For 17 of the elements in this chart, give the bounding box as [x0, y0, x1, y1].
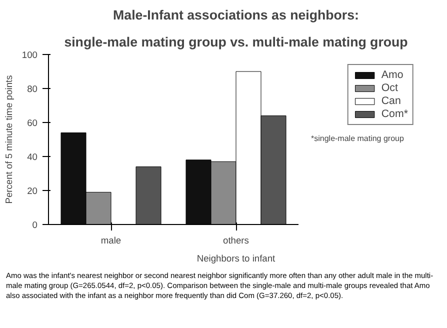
y-tick-label: 20: [27, 186, 38, 196]
y-tick-label: 60: [27, 118, 38, 128]
y-axis-title: Percent of 5 minute time points: [4, 74, 14, 204]
chart-title: Male-Infant associations as neighbors:: [113, 8, 359, 22]
legend-label: Amo: [381, 69, 404, 81]
text: *single-male mating group: [311, 134, 404, 143]
y-tick-label: 80: [27, 84, 38, 94]
x-tick-label: others: [223, 236, 250, 246]
x-tick-label: male: [100, 236, 122, 246]
legend-label: Com*: [381, 108, 408, 120]
y-tick-label: 40: [27, 152, 38, 162]
x-axis-title: Neighbors to infant: [196, 254, 276, 264]
chart-subtitle: single-male mating group vs. multi-male mating group: [64, 34, 408, 50]
y-tick-label: 0: [32, 220, 38, 230]
legend-label: Can: [381, 95, 402, 107]
legend-label: Oct: [381, 82, 399, 94]
y-tick-label: 100: [22, 50, 38, 60]
